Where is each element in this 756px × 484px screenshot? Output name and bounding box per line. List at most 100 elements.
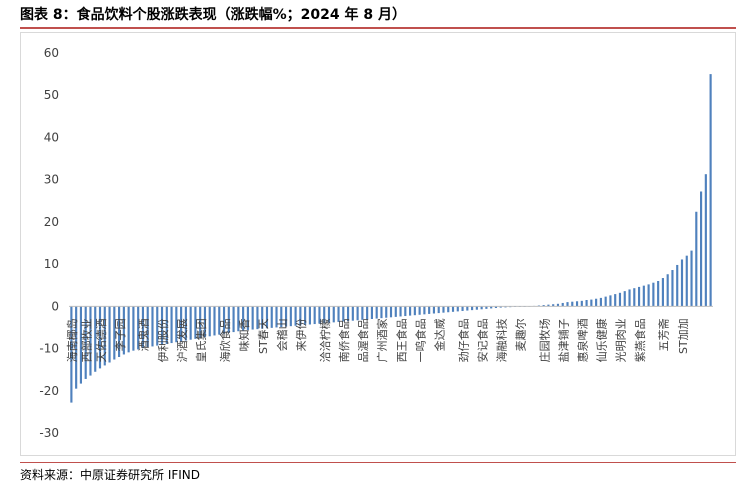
bar	[394, 306, 397, 317]
category-label: 安记食品	[475, 318, 489, 362]
bar	[189, 306, 192, 340]
bar	[327, 306, 331, 323]
bar	[156, 306, 159, 346]
bar	[299, 306, 302, 326]
bar	[261, 306, 264, 329]
bar	[242, 306, 245, 331]
bar	[604, 296, 607, 307]
bar	[113, 306, 116, 360]
category-label: 沪酒发展	[175, 318, 189, 362]
bar	[556, 303, 560, 307]
title-rule	[20, 27, 736, 29]
source-rule	[20, 462, 736, 463]
bar	[256, 306, 259, 330]
bar	[561, 302, 564, 307]
bar	[404, 306, 407, 317]
bar	[175, 306, 178, 343]
bar	[575, 301, 579, 307]
bar	[595, 298, 598, 307]
bar	[480, 306, 483, 310]
bar	[232, 306, 235, 333]
y-tick-label: 50	[44, 88, 59, 102]
bar	[194, 306, 197, 339]
bar	[356, 306, 359, 321]
bar	[170, 306, 173, 344]
bar	[270, 306, 273, 328]
bar	[661, 278, 664, 307]
category-label: 光明肉业	[614, 318, 628, 362]
category-label: 紫燕食品	[633, 318, 647, 362]
bar	[461, 306, 464, 311]
bar	[94, 306, 97, 372]
bar	[432, 306, 436, 314]
bar	[690, 250, 693, 307]
bar	[614, 294, 617, 307]
bar	[490, 306, 493, 309]
bar	[580, 300, 583, 307]
category-label: 麦趣尔	[514, 318, 528, 351]
bar	[633, 288, 636, 307]
bar	[447, 306, 450, 313]
bar	[375, 306, 378, 319]
bar	[637, 286, 641, 307]
category-label: 西部牧业	[79, 318, 93, 362]
bar	[676, 264, 679, 307]
bar	[227, 306, 230, 333]
bar	[180, 306, 183, 342]
category-label: 洽洽柠檬	[318, 318, 332, 362]
bar	[184, 306, 187, 341]
bar	[160, 306, 164, 345]
bar	[122, 306, 125, 355]
category-label: 来伊份	[295, 318, 308, 351]
category-label: ST春天	[257, 318, 270, 354]
bar	[346, 306, 350, 322]
bar	[666, 274, 669, 307]
bar	[695, 211, 698, 307]
bar	[552, 304, 555, 307]
category-label: 仙乐健康	[595, 318, 609, 362]
bar	[70, 306, 73, 403]
bar	[685, 255, 688, 307]
chart-title: 图表 8：食品饮料个股涨跌表现（涨跌幅%；2024 年 8 月）	[20, 7, 406, 23]
bar	[680, 259, 684, 307]
bar	[251, 306, 254, 330]
bar	[304, 306, 307, 325]
y-tick-label: -20	[39, 384, 59, 398]
bar	[89, 306, 92, 376]
y-tick-label: 40	[44, 130, 59, 144]
bar	[323, 306, 326, 324]
bar	[485, 306, 488, 309]
category-label: 味知香	[237, 318, 251, 351]
bar	[623, 291, 626, 307]
bar	[466, 306, 469, 311]
category-label: 劲仔食品	[456, 318, 470, 362]
y-tick-label: -30	[39, 426, 59, 440]
bar	[647, 284, 650, 307]
bar	[165, 306, 168, 344]
bar	[265, 306, 269, 329]
bar	[280, 306, 283, 328]
bar	[361, 306, 364, 320]
bar	[351, 306, 354, 321]
chart-frame: 60 50 40 30 20 10 0 -10 -20 -30 海南椰岛 西部牧业 天佑德酒 李子园 酒鬼…	[20, 32, 736, 456]
bar	[246, 306, 249, 330]
bar	[308, 306, 311, 325]
bar	[199, 306, 202, 338]
bar	[289, 306, 292, 327]
bar	[418, 306, 421, 315]
category-label: 南侨食品	[337, 318, 351, 362]
category-label: 海欣食品	[218, 318, 232, 362]
bar	[141, 306, 145, 349]
bar	[475, 306, 478, 310]
category-label: 五芳斋	[657, 318, 671, 351]
category-label: ST加加	[677, 318, 690, 354]
bar	[132, 306, 135, 351]
category-label: 李子园	[113, 318, 127, 351]
source-note: 资料来源：中原证券研究所 IFIND	[20, 468, 201, 482]
bar	[366, 306, 369, 320]
bar	[618, 292, 622, 307]
bar	[700, 191, 703, 307]
bar	[108, 306, 111, 363]
category-label: 品渥食品	[356, 318, 370, 362]
bar	[313, 306, 316, 325]
